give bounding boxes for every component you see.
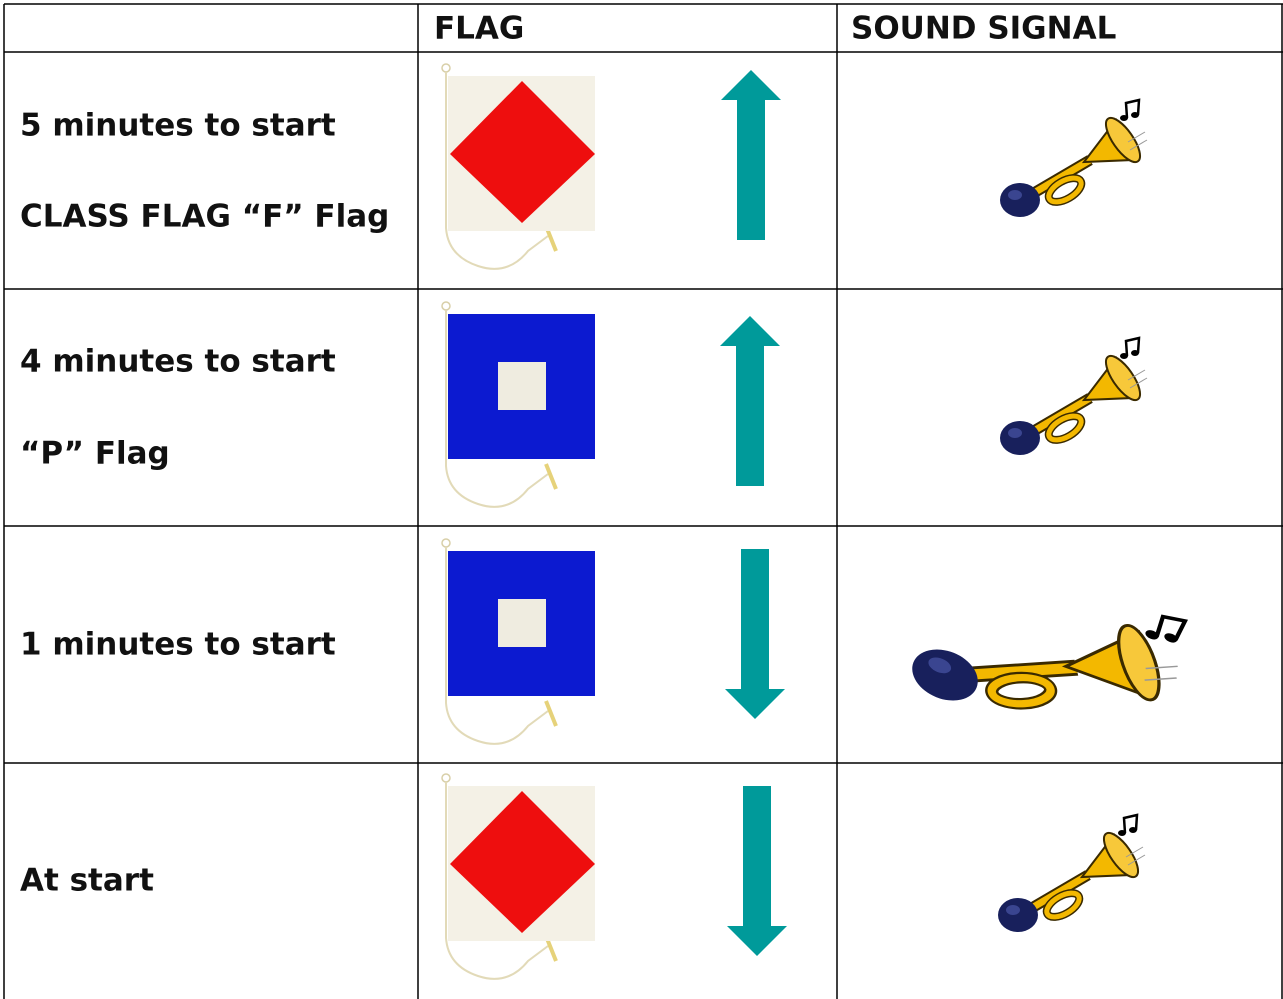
header-sound: SOUND SIGNAL — [851, 11, 1116, 47]
row-text: “P” Flag — [20, 436, 170, 472]
horn — [998, 815, 1145, 932]
flag-f — [442, 774, 595, 979]
arrow-down — [727, 786, 787, 956]
row-text: 4 minutes to start — [20, 344, 336, 380]
horn — [1000, 100, 1147, 217]
header-flag: FLAG — [434, 11, 524, 47]
row-text: 1 minutes to start — [20, 627, 336, 663]
flag-f — [442, 64, 595, 269]
row-text: At start — [20, 863, 154, 899]
row-text: 5 minutes to start — [20, 108, 336, 144]
arrow-up — [721, 70, 781, 240]
flag-p — [442, 302, 595, 507]
flag-p — [442, 539, 595, 744]
horn-large — [905, 532, 1198, 777]
table-grid — [3, 3, 1283, 999]
arrow-up — [720, 316, 780, 486]
row-text: CLASS FLAG “F” Flag — [20, 199, 389, 235]
horn — [1000, 338, 1147, 455]
arrow-down — [725, 549, 785, 719]
